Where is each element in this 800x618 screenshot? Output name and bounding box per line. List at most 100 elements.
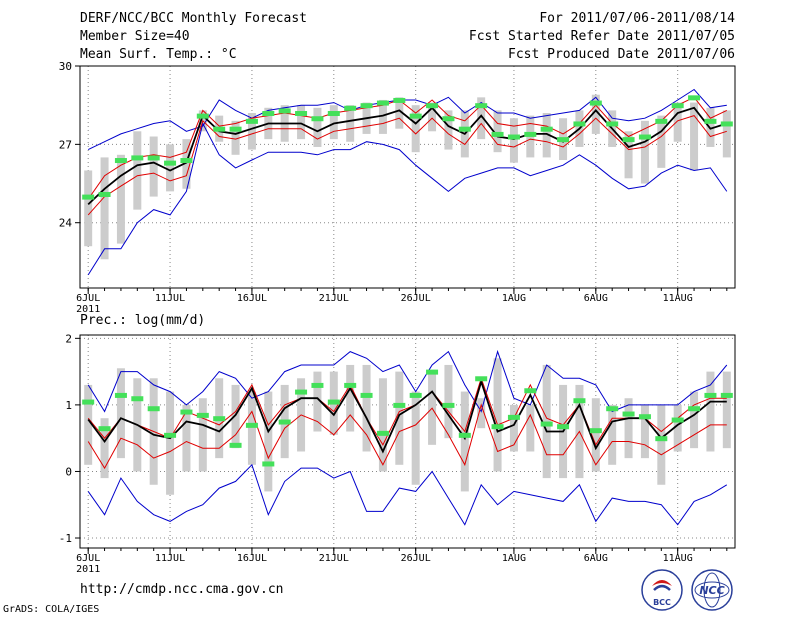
- temp-box-18: [378, 99, 387, 134]
- temp-box-6: [182, 139, 191, 189]
- temp-box-26: [509, 118, 518, 163]
- temp-obs-8: [213, 126, 226, 132]
- temp-obs-4: [147, 155, 160, 161]
- temp-obs-17: [360, 103, 373, 109]
- prec-ytick-label-3: 2: [65, 332, 72, 345]
- footer-url[interactable]: http://cmdp.ncc.cma.gov.cn: [80, 582, 284, 597]
- temp-obs-33: [622, 137, 635, 143]
- prec-ytick-label-2: 1: [65, 399, 72, 412]
- prec-obs-1: [98, 426, 111, 432]
- started-date: Fcst Started Refer Date 2011/07/05: [468, 29, 735, 44]
- prec-box-0: [84, 384, 93, 465]
- prec-box-32: [608, 404, 617, 465]
- temp-box-35: [657, 115, 666, 168]
- prec-obs-28: [540, 421, 553, 427]
- temp-box-13: [297, 105, 306, 140]
- temp-box-28: [542, 113, 551, 158]
- chart-title: DERF/NCC/BCC Monthly Forecast: [80, 11, 307, 26]
- bcc-ncc-logos: BCC NCC: [641, 569, 733, 611]
- temp-box-36: [673, 102, 682, 142]
- temp-box-2: [116, 154, 125, 244]
- temp-obs-7: [196, 113, 209, 119]
- temp-obs-38: [704, 118, 717, 124]
- forecast-period: For 2011/07/06-2011/08/14: [539, 11, 735, 26]
- prec-obs-27: [524, 388, 537, 394]
- prec-box-36: [673, 404, 682, 452]
- prec-obs-35: [655, 436, 668, 442]
- prec-box-27: [526, 404, 535, 452]
- temp-line-max: [87, 88, 727, 151]
- temp-obs-34: [638, 134, 651, 140]
- prec-xtick-label-3: 21JUL: [319, 553, 349, 564]
- temp-box-25: [493, 110, 502, 153]
- prec-box-1: [100, 418, 109, 479]
- produced-date: Fcst Produced Date 2011/07/06: [508, 47, 735, 62]
- prec-xtick-label-2: 16JUL: [237, 553, 267, 564]
- prec-obs-19: [393, 402, 406, 408]
- grads-credit: GrADS: COLA/IGES: [3, 604, 100, 615]
- prec-obs-5: [164, 432, 177, 438]
- prec-obs-30: [573, 398, 586, 404]
- prec-box-25: [493, 358, 502, 472]
- prec-obs-32: [606, 406, 619, 412]
- temp-obs-24: [475, 103, 488, 109]
- prec-xtick-label-5: 1AUG: [502, 553, 526, 564]
- prec-xtick-label-0: 6JUL: [76, 553, 100, 564]
- prec-obs-29: [557, 424, 570, 430]
- prec-box-14: [313, 371, 322, 432]
- temp-box-22: [444, 110, 453, 150]
- prec-obs-7: [196, 412, 209, 418]
- ncc-logo-icon: NCC: [691, 569, 733, 611]
- temp-box-10: [247, 113, 256, 150]
- temp-obs-22: [442, 116, 455, 122]
- prec-obs-13: [295, 389, 308, 395]
- prec-obs-34: [638, 414, 651, 420]
- prec-obs-10: [245, 422, 258, 428]
- prec-box-6: [182, 404, 191, 472]
- prec-obs-24: [475, 376, 488, 382]
- temp-xtick-label-2: 16JUL: [237, 293, 267, 304]
- temp-obs-2: [114, 158, 127, 164]
- prec-box-2: [116, 368, 125, 459]
- temp-obs-25: [491, 131, 504, 137]
- prec-obs-14: [311, 382, 324, 388]
- prec-box-31: [591, 398, 600, 472]
- prec-obs-36: [671, 417, 684, 423]
- temp-box-20: [411, 105, 420, 153]
- temp-box-33: [624, 131, 633, 179]
- temp-obs-26: [507, 134, 520, 140]
- prec-box-38: [706, 371, 715, 452]
- prec-obs-21: [426, 369, 439, 375]
- prec-obs-22: [442, 402, 455, 408]
- prec-xtick-label-7: 11AUG: [663, 553, 693, 564]
- prec-obs-6: [180, 409, 193, 415]
- temp-box-37: [690, 102, 699, 171]
- prec-obs-4: [147, 406, 160, 412]
- temp-obs-23: [458, 126, 471, 132]
- prec-obs-12: [278, 419, 291, 425]
- prec-line-max: [87, 349, 728, 413]
- temp-ytick-label-0: 24: [59, 217, 73, 230]
- prec-xtick-label-4: 26JUL: [401, 553, 431, 564]
- temp-obs-39: [720, 121, 733, 127]
- prec-box-7: [198, 398, 207, 472]
- temp-year-label: 2011: [76, 304, 100, 315]
- temp-obs-13: [295, 111, 308, 117]
- prec-year-label: 2011: [76, 564, 100, 575]
- prec-obs-33: [622, 411, 635, 417]
- prec-box-23: [460, 391, 469, 492]
- temp-box-21: [428, 102, 437, 132]
- prec-line-lower: [87, 403, 727, 470]
- prec-box-26: [509, 404, 518, 452]
- prec-obs-20: [409, 392, 422, 398]
- prec-obs-2: [114, 392, 127, 398]
- temp-obs-31: [589, 100, 602, 106]
- prec-obs-39: [720, 392, 733, 398]
- prec-ytick-label-0: -1: [59, 532, 72, 545]
- prec-xtick-label-1: 11JUL: [155, 553, 185, 564]
- temp-obs-30: [573, 121, 586, 127]
- temp-box-3: [133, 131, 142, 210]
- prec-box-39: [722, 371, 731, 449]
- temp-line-lower: [87, 115, 727, 216]
